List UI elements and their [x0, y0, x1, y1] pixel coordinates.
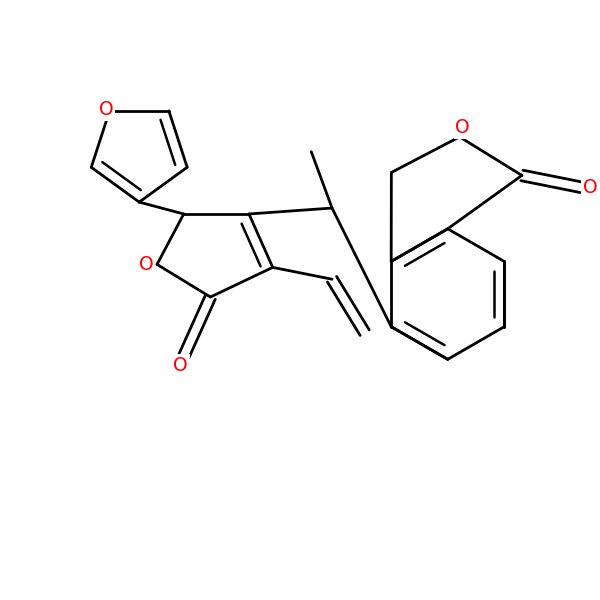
- Text: O: O: [100, 100, 114, 119]
- Text: O: O: [455, 118, 470, 137]
- Text: O: O: [583, 178, 598, 197]
- Text: O: O: [139, 255, 154, 274]
- Text: O: O: [173, 356, 188, 375]
